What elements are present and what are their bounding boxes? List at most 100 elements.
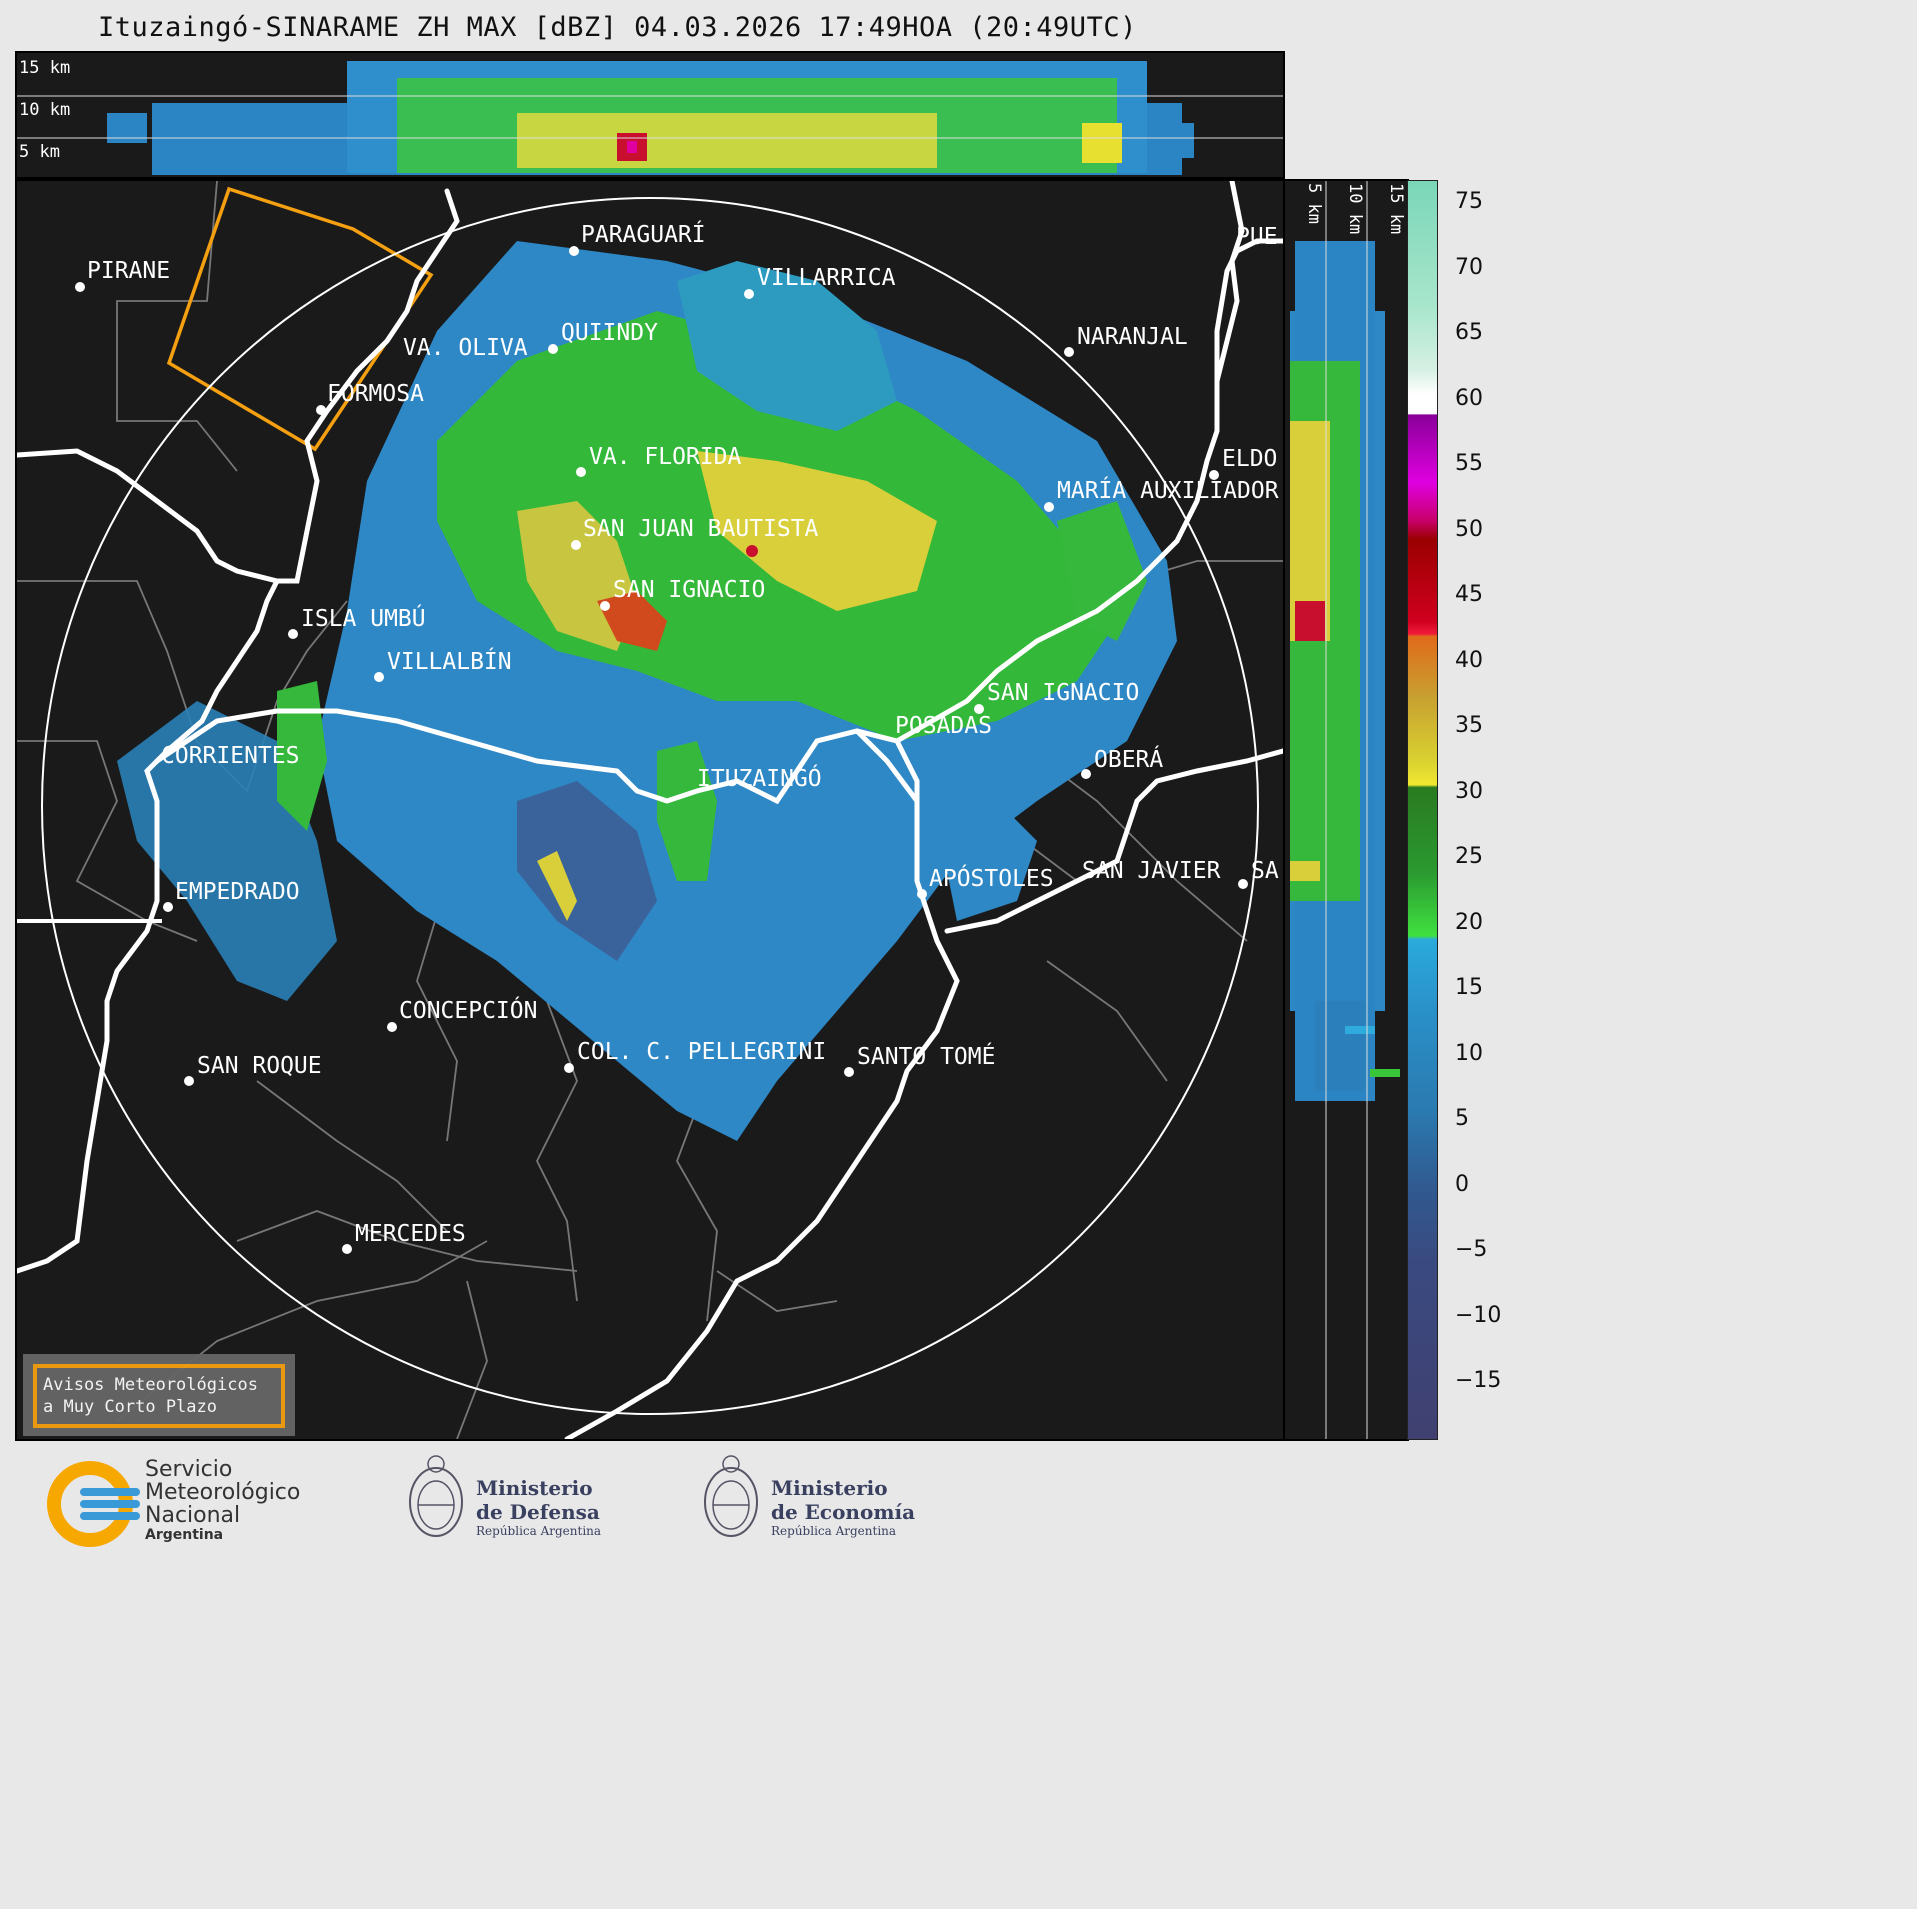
height-label-15: 15 km <box>19 58 70 78</box>
city-dot[interactable] <box>576 467 586 477</box>
city-dot[interactable] <box>844 1067 854 1077</box>
colorbar-tick: −15 <box>1455 1368 1502 1393</box>
colorbar-tick: 15 <box>1455 975 1483 1000</box>
defensa-line1: Ministerio <box>476 1476 593 1500</box>
smn-line4: Argentina <box>145 1527 224 1543</box>
city-dot[interactable] <box>600 601 610 611</box>
city-dot[interactable] <box>342 1244 352 1254</box>
echo-yellow <box>517 113 937 168</box>
city-label: EMPEDRADO <box>175 879 300 905</box>
city-label: PARAGUARÍ <box>581 220 706 248</box>
city-label: COL. C. PELLEGRINI <box>577 1039 826 1065</box>
city-dot[interactable] <box>744 289 754 299</box>
chart-title: Ituzaingó-SINARAME ZH MAX [dBZ] 04.03.20… <box>98 12 1137 43</box>
city-label: APÓSTOLES <box>929 864 1054 892</box>
colorbar-tick: 40 <box>1455 648 1483 673</box>
colorbar-tick: 70 <box>1455 255 1483 280</box>
national-seal-icon <box>704 1455 758 1537</box>
city-dot[interactable] <box>1209 470 1219 480</box>
economia-logo: Ministerio de Economía República Argenti… <box>699 1450 939 1550</box>
colorbar-tick: 45 <box>1455 582 1483 607</box>
warnings-legend-box[interactable]: Avisos Meteorológicos a Muy Corto Plazo <box>23 1354 295 1436</box>
city-dot[interactable] <box>1044 502 1054 512</box>
side-cross-section: 5 km 10 km 15 km <box>1283 179 1409 1441</box>
warnings-legend-line1: Avisos Meteorológicos <box>43 1375 258 1395</box>
side-height-label-15: 15 km <box>1386 183 1406 234</box>
city-label: ITUZAINGÓ <box>697 764 822 792</box>
colorbar-tick: −10 <box>1455 1303 1502 1328</box>
city-dot[interactable] <box>1238 879 1248 889</box>
colorbar-tick: 35 <box>1455 713 1483 738</box>
colorbar-tick: 55 <box>1455 451 1483 476</box>
colorbar-tick: 60 <box>1455 386 1483 411</box>
city-dot[interactable] <box>917 889 927 899</box>
city-label: ISLA UMBÚ <box>301 604 426 632</box>
city-dot[interactable] <box>387 1022 397 1032</box>
side-height-label-5: 5 km <box>1304 183 1324 224</box>
city-label: FORMOSA <box>327 381 424 407</box>
city-label: ELDO <box>1222 446 1277 472</box>
defensa-line3: República Argentina <box>476 1524 602 1538</box>
city-dot[interactable] <box>288 629 298 639</box>
city-dot[interactable] <box>1064 347 1074 357</box>
city-dot[interactable] <box>569 246 579 256</box>
colorbar-tick: 5 <box>1455 1106 1469 1131</box>
warnings-legend-frame: Avisos Meteorológicos a Muy Corto Plazo <box>33 1364 285 1428</box>
colorbar-tick: 65 <box>1455 320 1483 345</box>
city-label: MARÍA AUXILIADOR <box>1057 476 1279 504</box>
city-label: SAN JUAN BAUTISTA <box>583 516 819 542</box>
side-echo-core <box>1295 601 1325 641</box>
city-dot[interactable] <box>548 344 558 354</box>
economia-line3: República Argentina <box>771 1524 897 1538</box>
economia-line2: de Economía <box>771 1500 916 1524</box>
colorbar-tick: −5 <box>1455 1237 1488 1262</box>
smn-line2: Meteorológico <box>145 1480 301 1505</box>
city-label: NARANJAL <box>1077 324 1188 350</box>
radar-map-svg: PIRANE PARAGUARÍ VILLARRICA QUIINDY VA. … <box>17 181 1283 1439</box>
side-echo-yellow-low <box>1290 861 1320 881</box>
city-label: VA. OLIVA <box>403 335 528 361</box>
city-dot[interactable] <box>564 1063 574 1073</box>
height-label-10: 10 km <box>19 100 70 120</box>
smn-logo-icon <box>47 1461 140 1547</box>
city-label: SAN IGNACIO <box>613 577 765 603</box>
city-label: PIRANE <box>87 258 170 284</box>
city-dot[interactable] <box>571 540 581 550</box>
defensa-logo: Ministerio de Defensa República Argentin… <box>404 1450 624 1550</box>
warning-polygon <box>166 186 434 452</box>
side-echo-speck <box>1345 1026 1375 1034</box>
side-cross-section-svg: 5 km 10 km 15 km <box>1290 181 1406 1439</box>
city-label: CORRIENTES <box>161 743 299 769</box>
city-label: SAN JAVIER <box>1082 858 1221 884</box>
radar-echoes <box>117 241 1177 1141</box>
colorbar-tick: 25 <box>1455 844 1483 869</box>
radar-map[interactable]: PIRANE PARAGUARÍ VILLARRICA QUIINDY VA. … <box>15 179 1285 1441</box>
defensa-line2: de Defensa <box>476 1500 600 1524</box>
echo-yellow-east <box>1082 123 1122 163</box>
top-cross-section-svg: 15 km 10 km 5 km <box>17 58 1283 175</box>
side-height-label-10: 10 km <box>1345 183 1365 234</box>
side-echo-lower <box>1315 1001 1365 1091</box>
city-label: VILLARRICA <box>757 265 896 291</box>
city-label: PUE <box>1236 224 1278 250</box>
colorbar-tick: 20 <box>1455 910 1483 935</box>
colorbar-tick: 10 <box>1455 1041 1483 1066</box>
city-dot[interactable] <box>374 672 384 682</box>
city-label: SAN IGNACIO <box>987 680 1139 706</box>
top-cross-section: 15 km 10 km 5 km <box>15 51 1285 179</box>
height-label-5: 5 km <box>19 142 60 162</box>
range-ring <box>41 197 1259 1415</box>
side-echo-speck <box>1370 1069 1400 1077</box>
city-dot[interactable] <box>163 902 173 912</box>
colorbar <box>1407 180 1438 1440</box>
city-dot[interactable] <box>184 1076 194 1086</box>
smn-line3: Nacional <box>145 1503 241 1528</box>
colorbar-tick: 30 <box>1455 779 1483 804</box>
city-label: MERCEDES <box>355 1221 466 1247</box>
city-dot[interactable] <box>1081 769 1091 779</box>
city-dot[interactable] <box>974 704 984 714</box>
city-dot[interactable] <box>316 405 326 415</box>
city-dot[interactable] <box>75 282 85 292</box>
economia-line1: Ministerio <box>771 1476 888 1500</box>
city-label: SAN ROQUE <box>197 1053 322 1079</box>
